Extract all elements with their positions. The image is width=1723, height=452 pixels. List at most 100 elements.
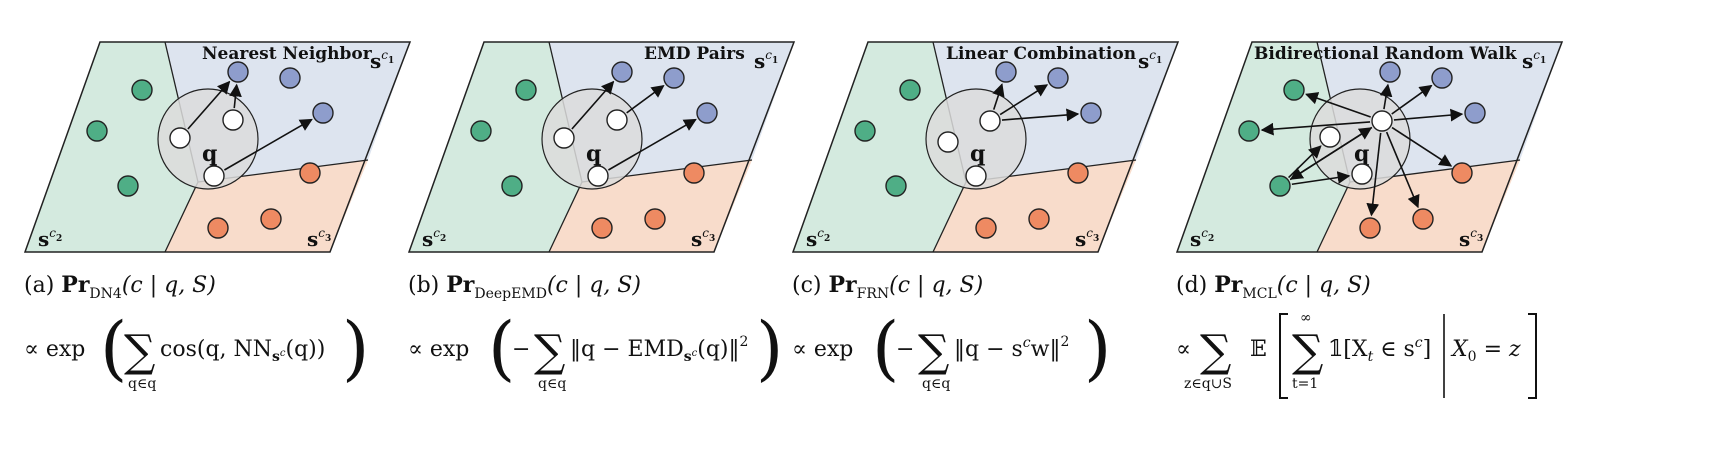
support-node-orange <box>1359 217 1381 239</box>
support-node-green <box>131 79 153 101</box>
region-label-sup: c <box>1470 226 1477 240</box>
region-green <box>409 42 582 252</box>
expectation: 𝔼 <box>1250 337 1267 362</box>
region-label-sup: c <box>1533 48 1540 62</box>
support-node-orange <box>683 162 705 184</box>
formula-body-sub: s <box>684 349 692 365</box>
formula-power: 2 <box>1060 334 1069 350</box>
arrow <box>1366 132 1382 217</box>
support-node-green <box>86 120 108 142</box>
arrow <box>626 84 665 114</box>
paren-left: ( <box>488 307 515 389</box>
caption-args: (c | q, S) <box>122 273 216 298</box>
formula-d: ∝ ∑z∈q∪S𝔼 ∑∞t=1𝟙[Xt ∈ sc] X0 = z <box>1176 310 1537 399</box>
caption-d: (d) PrMCL(c | q, S) <box>1176 272 1371 302</box>
query-label: q <box>586 141 601 167</box>
support-node-orange <box>260 208 282 230</box>
region-label-s2: sc2 <box>806 226 830 251</box>
caption-pr: Pr <box>1214 272 1243 298</box>
formula-body-text: cos(q, NN <box>160 337 272 362</box>
query-node <box>1351 163 1373 185</box>
caption-c: (c) PrFRN(c | q, S) <box>792 272 983 302</box>
caption-prefix: (d) <box>1176 273 1214 298</box>
formula-body-sub2: c <box>280 348 286 359</box>
query-node <box>1371 110 1393 132</box>
region-label-sup: c <box>318 226 325 240</box>
panel-frame <box>1175 41 1564 253</box>
query-label: q <box>1354 141 1369 167</box>
region-label-base: s <box>1459 227 1470 251</box>
region-label-s3: sc3 <box>307 226 331 251</box>
paren-right: ) <box>1084 307 1111 389</box>
support-node-blue <box>696 102 718 124</box>
query-node <box>222 109 244 131</box>
query-label: q <box>202 141 217 167</box>
region-label-sup: c <box>1086 226 1093 240</box>
support-node-green <box>515 79 537 101</box>
region-label-s1: sc1 <box>1138 48 1162 73</box>
region-label-sup: c <box>1149 48 1156 62</box>
region-label-s3: sc3 <box>1075 226 1099 251</box>
region-label-sup: c <box>702 226 709 240</box>
support-node-blue <box>611 61 633 83</box>
bracket-left <box>1279 313 1288 399</box>
region-label-base: s <box>1190 227 1201 251</box>
caption-sub: DN4 <box>89 286 121 302</box>
region-label-base: s <box>754 49 765 73</box>
region-label-sup: c <box>817 226 824 240</box>
arrow <box>1393 108 1464 122</box>
support-node-blue <box>663 67 685 89</box>
formula-body-text: ‖q − EMD <box>570 337 684 362</box>
formula-body: ‖q − EMDsc(q)‖2 <box>570 334 748 365</box>
formula-neg: − <box>896 337 914 362</box>
arrow <box>607 118 697 171</box>
formula-body: ‖q − scw‖2 <box>954 334 1069 362</box>
region-label-base: s <box>370 49 381 73</box>
support-node-orange <box>299 162 321 184</box>
formula-lead: ∝ exp <box>408 337 469 362</box>
region-label-base: s <box>307 227 318 251</box>
caption-prefix: (b) <box>408 273 446 298</box>
formula-body-tail: w‖ <box>1031 337 1061 362</box>
formula-c: ∝ exp (− ∑q∈q‖q − scw‖2) <box>792 307 1111 392</box>
region-label-s2: sc2 <box>1190 226 1214 251</box>
indicator-text: 𝟙[X <box>1328 337 1368 362</box>
arrow <box>1379 83 1393 110</box>
caption-sub: DeepEMD <box>474 286 547 302</box>
formula-lead: ∝ <box>1176 337 1191 362</box>
support-node-orange <box>1067 162 1089 184</box>
support-node-orange <box>975 217 997 239</box>
support-node-blue <box>1047 67 1069 89</box>
support-node-green <box>854 120 876 142</box>
caption-args: (c | q, S) <box>1277 273 1371 298</box>
support-node-orange <box>591 217 613 239</box>
condition-tail: = z <box>1477 337 1521 362</box>
caption-prefix: (c) <box>792 273 828 298</box>
region-label-base: s <box>422 227 433 251</box>
panel-frame <box>791 41 1180 253</box>
region-label-supsub: 3 <box>1093 234 1099 244</box>
formula-b: ∝ exp (− ∑q∈q‖q − EMDsc(q)‖2) <box>408 307 783 392</box>
support-node-green <box>470 120 492 142</box>
formula-body-text: ‖q − s <box>954 337 1023 362</box>
paren-right: ) <box>756 307 783 389</box>
sum-sign: ∑ <box>918 326 949 377</box>
region-label-supsub: 3 <box>709 234 715 244</box>
arrow <box>1385 131 1420 209</box>
paren-right: ) <box>342 307 369 389</box>
support-node-green <box>1283 79 1305 101</box>
region-label-s1: sc1 <box>754 48 778 73</box>
region-label-base: s <box>1522 49 1533 73</box>
arrow <box>1305 92 1371 118</box>
arrow <box>1391 126 1453 167</box>
caption-sub: FRN <box>857 286 890 302</box>
caption-args: (c | q, S) <box>547 273 641 298</box>
support-node-blue <box>227 61 249 83</box>
region-label-base: s <box>691 227 702 251</box>
caption-args: (c | q, S) <box>889 273 983 298</box>
region-label-sup: c <box>1201 226 1208 240</box>
